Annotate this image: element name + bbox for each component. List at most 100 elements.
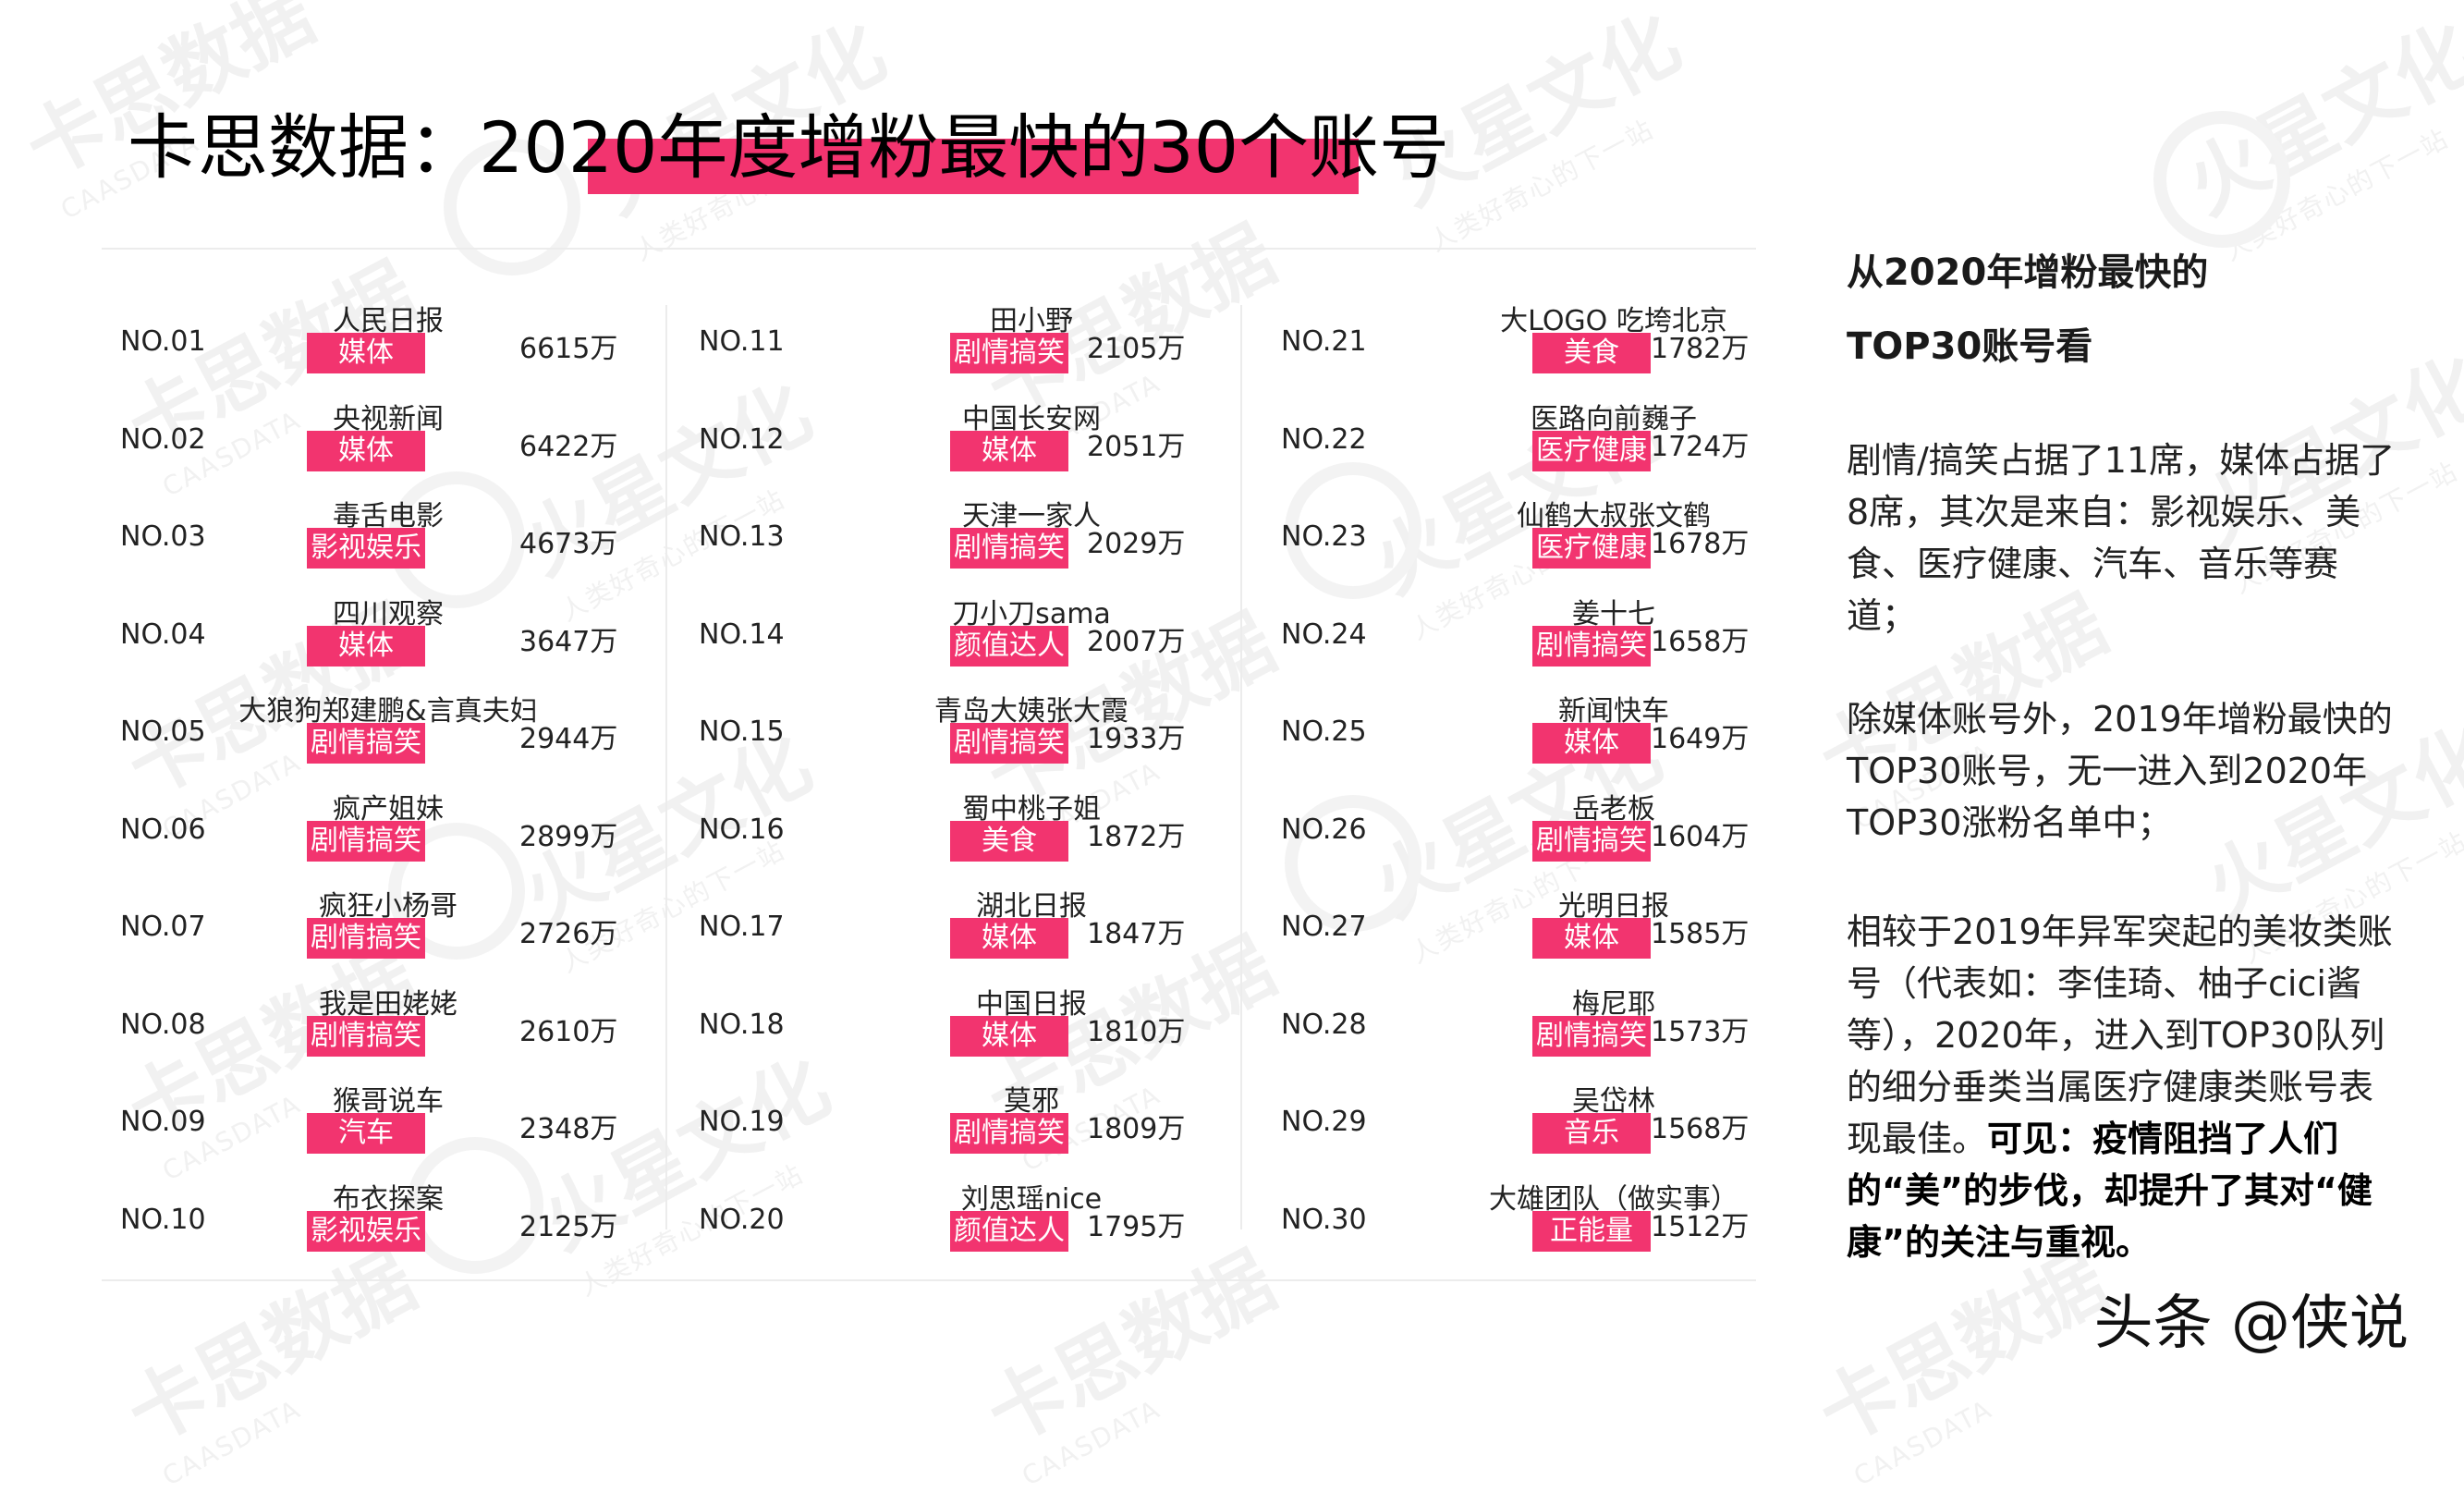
account-name: 大LOGO 吃垮北京	[1500, 305, 1727, 337]
sidebar-paragraph: 剧情/搞笑占据了11席，媒体占据了8席，其次是来自：影视娱乐、美食、医疗健康、汽…	[1847, 440, 2396, 636]
account-row: NO.25 新闻快车 媒体 1649万	[1281, 688, 1799, 777]
account-row: NO.06 疯产姐妹 剧情搞笑 2899万	[120, 786, 638, 874]
account-rank: NO.18	[699, 1008, 785, 1041]
account-name: 布衣探案	[333, 1182, 444, 1216]
sidebar-conclusion: 可见：疫情阻挡了人们的“美”的步伐，却提升了其对“健康”的关注与重视。	[1847, 1119, 2373, 1263]
follower-gain: 1604万	[1651, 820, 1750, 853]
category-badge: 剧情搞笑	[307, 918, 425, 959]
account-row: NO.15 青岛大姨张大霞 剧情搞笑 1933万	[699, 688, 1216, 777]
category-badge: 美食	[1532, 333, 1651, 373]
account-row: NO.13 天津一家人 剧情搞笑 2029万	[699, 493, 1216, 581]
account-row: NO.11 田小野 剧情搞笑 2105万	[699, 298, 1216, 386]
follower-gain: 2944万	[519, 723, 618, 755]
category-badge: 医疗健康	[1532, 430, 1651, 471]
follower-gain: 1782万	[1651, 333, 1750, 365]
account-row: NO.04 四川观察 媒体 3647万	[120, 591, 638, 679]
category-badge: 正能量	[1532, 1210, 1651, 1252]
account-name: 猴哥说车	[333, 1085, 444, 1118]
category-badge: 媒体	[950, 1015, 1068, 1057]
category-badge: 媒体	[307, 625, 425, 667]
account-rank: NO.22	[1281, 422, 1367, 456]
follower-gain: 2610万	[519, 1015, 618, 1048]
account-name: 岳老板	[1572, 792, 1655, 825]
column-divider	[1240, 305, 1242, 1229]
account-name: 疯产姐妹	[333, 792, 444, 825]
account-rank: NO.09	[120, 1106, 206, 1138]
follower-gain: 2105万	[1087, 333, 1186, 365]
account-row: NO.18 中国日报 媒体 1810万	[699, 981, 1216, 1070]
account-name: 梅尼耶	[1572, 987, 1655, 1021]
follower-gain: 2899万	[519, 820, 618, 853]
account-row: NO.28 梅尼耶 剧情搞笑 1573万	[1281, 981, 1799, 1070]
account-name: 田小野	[990, 305, 1073, 337]
follower-gain: 2348万	[519, 1113, 618, 1145]
account-name: 我是田姥姥	[319, 987, 457, 1021]
follower-gain: 1658万	[1651, 625, 1750, 658]
account-rank: NO.02	[120, 422, 206, 456]
account-rank: NO.19	[699, 1106, 785, 1138]
account-row: NO.14 刀小刀sama 颜值达人 2007万	[699, 591, 1216, 679]
follower-gain: 1678万	[1651, 528, 1750, 560]
sidebar-paragraph-text: 相较于2019年异军突起的美妆类账号（代表如：李佳琦、柚子cici酱等），202…	[1847, 911, 2393, 1159]
follower-gain: 4673万	[519, 528, 618, 560]
account-name: 新闻快车	[1558, 695, 1669, 728]
category-badge: 剧情搞笑	[307, 723, 425, 764]
account-row: NO.09 猴哥说车 汽车 2348万	[120, 1078, 638, 1167]
account-rank: NO.06	[120, 813, 206, 846]
account-row: NO.10 布衣探案 影视娱乐 2125万	[120, 1176, 638, 1265]
account-rank: NO.17	[699, 911, 785, 943]
account-row: NO.26 岳老板 剧情搞笑 1604万	[1281, 786, 1799, 874]
account-row: NO.16 蜀中桃子姐 美食 1872万	[699, 786, 1216, 874]
follower-gain: 6422万	[519, 430, 618, 463]
account-name: 莫邪	[1004, 1085, 1059, 1118]
account-rank: NO.24	[1281, 618, 1367, 651]
category-badge: 媒体	[950, 918, 1068, 959]
table-top-rule	[102, 248, 1756, 250]
account-rank: NO.29	[1281, 1106, 1367, 1138]
category-badge: 剧情搞笑	[950, 333, 1068, 373]
account-name: 人民日报	[333, 305, 444, 337]
category-badge: 影视娱乐	[307, 1210, 425, 1252]
follower-gain: 2007万	[1087, 625, 1186, 658]
table-bottom-rule	[102, 1279, 1756, 1281]
account-row: NO.05 大狼狗郑建鹏&言真夫妇 剧情搞笑 2944万	[120, 688, 638, 777]
follower-gain: 1568万	[1651, 1113, 1750, 1145]
category-badge: 剧情搞笑	[1532, 820, 1651, 862]
account-rank: NO.23	[1281, 520, 1367, 553]
account-rank: NO.28	[1281, 1008, 1367, 1041]
account-row: NO.12 中国长安网 媒体 2051万	[699, 396, 1216, 484]
category-badge: 剧情搞笑	[950, 528, 1068, 569]
account-name: 中国长安网	[962, 402, 1101, 435]
category-badge: 媒体	[307, 430, 425, 471]
account-name: 湖北日报	[976, 890, 1087, 923]
account-row: NO.21 大LOGO 吃垮北京 美食 1782万	[1281, 298, 1799, 386]
category-badge: 剧情搞笑	[307, 1015, 425, 1057]
page-title: 卡思数据：2020年度增粉最快的30个账号	[128, 106, 1450, 189]
follower-gain: 1512万	[1651, 1210, 1750, 1243]
account-rank: NO.27	[1281, 911, 1367, 943]
follower-gain: 1933万	[1087, 723, 1186, 755]
account-row: NO.27 光明日报 媒体 1585万	[1281, 883, 1799, 972]
account-name: 医路向前巍子	[1531, 402, 1697, 435]
account-rank: NO.30	[1281, 1203, 1367, 1236]
account-rank: NO.26	[1281, 813, 1367, 846]
follower-gain: 2125万	[519, 1210, 618, 1243]
account-row: NO.19 莫邪 剧情搞笑 1809万	[699, 1078, 1216, 1167]
account-row: NO.24 姜十七 剧情搞笑 1658万	[1281, 591, 1799, 679]
category-badge: 颜值达人	[950, 1210, 1068, 1252]
category-badge: 剧情搞笑	[1532, 625, 1651, 667]
account-row: NO.17 湖北日报 媒体 1847万	[699, 883, 1216, 972]
account-rank: NO.16	[699, 813, 785, 846]
account-rank: NO.21	[1281, 325, 1367, 358]
watermark-brand: 火星文化 人类好奇心的下一站	[2172, 6, 2464, 267]
account-row: NO.03 毒舌电影 影视娱乐 4673万	[120, 493, 638, 581]
account-rank: NO.05	[120, 715, 206, 748]
category-badge: 剧情搞笑	[1532, 1015, 1651, 1057]
category-badge: 剧情搞笑	[950, 1113, 1068, 1154]
account-name: 央视新闻	[333, 402, 444, 435]
account-name: 毒舌电影	[333, 500, 444, 532]
follower-gain: 1847万	[1087, 918, 1186, 950]
title-highlight-bar	[588, 139, 1359, 194]
account-name: 刘思瑶nice	[960, 1182, 1103, 1216]
account-row: NO.29 吴岱林 音乐 1568万	[1281, 1078, 1799, 1167]
